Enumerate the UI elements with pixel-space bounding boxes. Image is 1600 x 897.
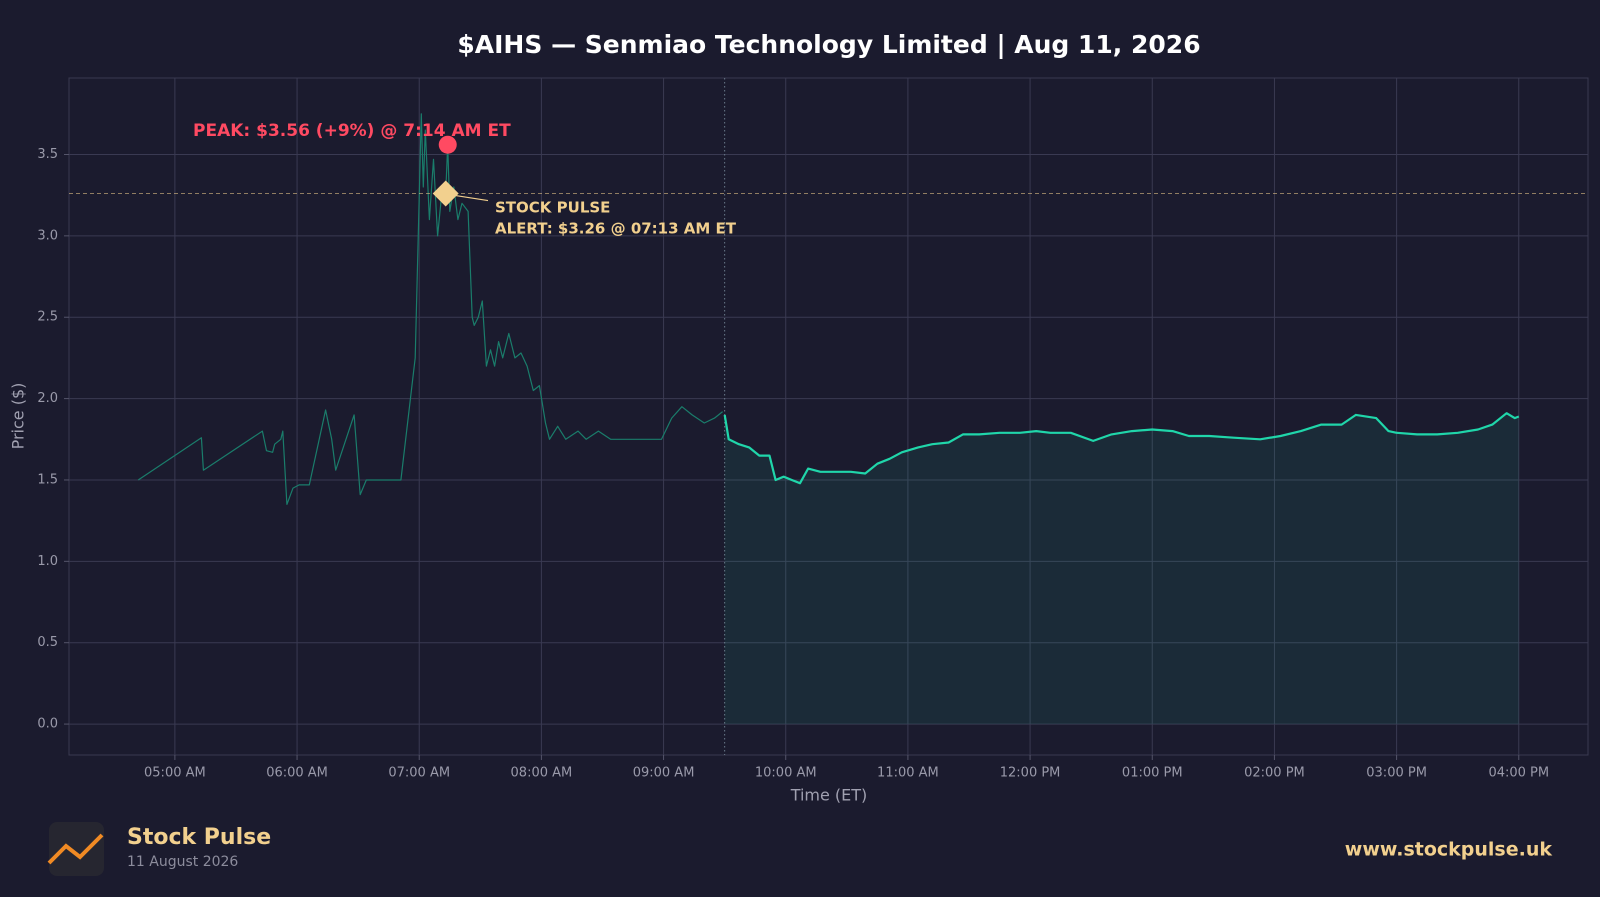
x-tick-label: 05:00 AM [144,766,206,781]
x-tick-label: 04:00 PM [1488,766,1549,781]
x-tick-label: 08:00 AM [511,766,573,781]
alert-label: ALERT: $3.26 @ 07:13 AM ET [495,220,737,238]
y-tick-label: 0.0 [37,717,58,732]
brand: Stock Pulse [127,825,271,850]
x-tick-label: 07:00 AM [388,766,450,781]
y-tick-label: 0.5 [37,635,58,650]
peak-marker [438,135,457,154]
y-tick-label: 1.0 [37,554,58,569]
x-tick-label: 06:00 AM [266,766,328,781]
y-tick-label: 2.5 [37,310,58,325]
price-line [137,113,723,505]
logo-tile [49,822,104,876]
url: www.stockpulse.uk [1345,839,1553,861]
peak-label: PEAK: $3.56 (+9%) @ 7:14 AM ET [193,121,511,141]
y-tick-label: 3.0 [37,228,58,243]
x-tick-label: 01:00 PM [1122,766,1183,781]
y-tick-label: 2.0 [37,391,58,406]
x-tick-label: 11:00 AM [877,766,939,781]
plot-frame [68,77,1589,756]
y-tick-label: 1.5 [37,472,58,487]
logo-line [47,833,104,865]
x-tick-label: 03:00 PM [1366,766,1427,781]
area [724,413,1519,725]
chart-title: $AIHS — Senmiao Technology Limited | Aug… [457,30,1200,59]
x-tick-label: 09:00 AM [633,766,695,781]
alert-connector [455,194,489,202]
price-line [723,412,1520,485]
y-axis-label: Price ($) [9,383,28,450]
footer-date: 11 August 2026 [127,854,238,870]
x-axis-label: Time (ET) [790,786,868,805]
alert-label: STOCK PULSE [495,199,610,217]
x-tick-label: 10:00 AM [755,766,817,781]
x-tick-label: 12:00 PM [1000,766,1061,781]
x-tick-label: 02:00 PM [1244,766,1305,781]
alert-marker [432,180,459,207]
y-tick-label: 3.5 [37,147,58,162]
logo [47,822,104,876]
